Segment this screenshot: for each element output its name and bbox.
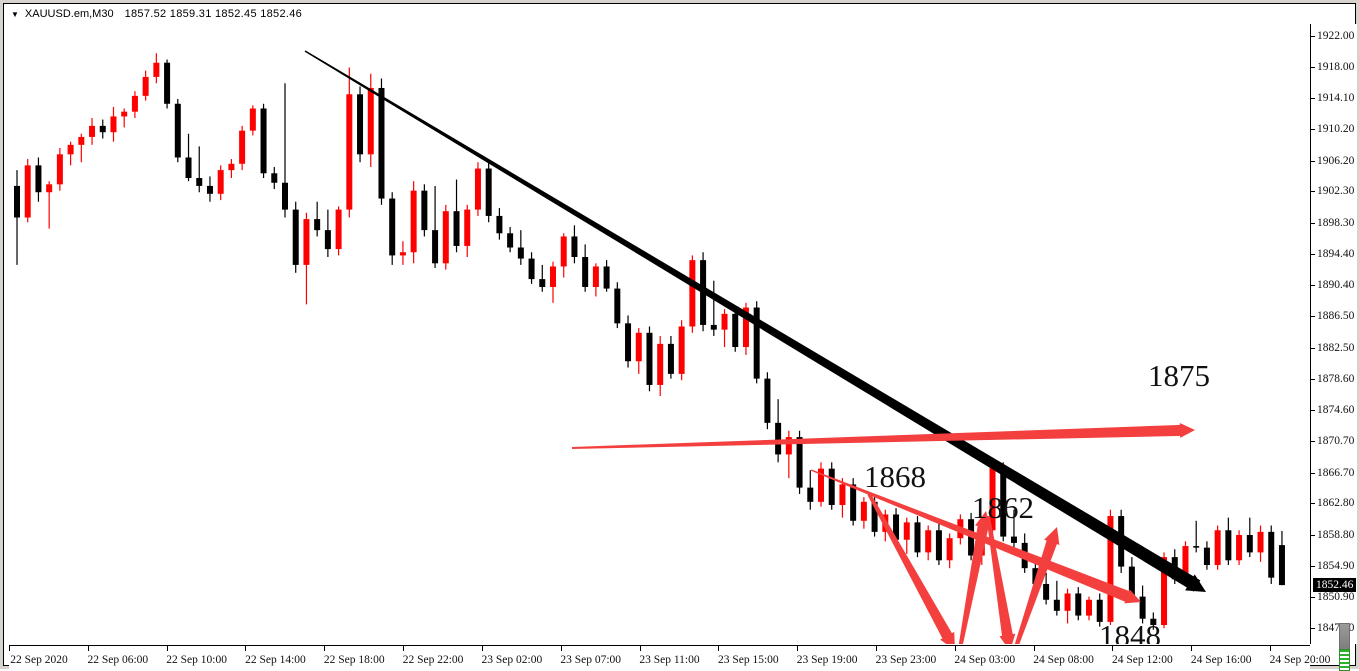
price-tick xyxy=(1311,67,1315,69)
annotation-1875: 1875 xyxy=(1148,358,1210,393)
price-tick xyxy=(1311,253,1315,255)
price-tick xyxy=(1311,160,1315,162)
chart-header: ▼ XAUUSD.em,M30 1857.52 1859.31 1852.45 … xyxy=(4,4,1355,24)
chart-frame: ▼ XAUUSD.em,M30 1857.52 1859.31 1852.45 … xyxy=(3,3,1357,671)
price-tick xyxy=(1311,441,1315,443)
price-tick xyxy=(1311,597,1315,599)
time-tick xyxy=(9,646,10,651)
time-axis-label: 24 Sep 16:00 xyxy=(1190,654,1252,666)
price-tick xyxy=(1311,223,1315,225)
price-axis[interactable]: 1922.00 1918.00 1914.10 1910.20 1906.20 1902.… xyxy=(1310,24,1357,644)
annotation-1868: 1868 xyxy=(864,459,926,494)
time-axis-label: 22 Sep 10:00 xyxy=(166,654,227,666)
time-axis-label: 22 Sep 2020 xyxy=(10,654,68,666)
annotation-1862: 1862 xyxy=(972,490,1034,525)
price-tick xyxy=(1311,410,1315,412)
time-tick xyxy=(87,646,89,651)
time-axis-label: 22 Sep 06:00 xyxy=(87,654,149,666)
price-tick xyxy=(1311,628,1315,630)
time-axis-label: 23 Sep 02:00 xyxy=(481,654,543,666)
time-axis-label: 24 Sep 03:00 xyxy=(954,654,1016,666)
time-tick xyxy=(481,646,483,651)
time-tick xyxy=(166,646,168,651)
time-tick xyxy=(1033,646,1035,651)
price-axis-label: 1902.30 xyxy=(1317,185,1355,198)
candlestick-series xyxy=(14,53,1285,630)
price-axis-label: 1862.80 xyxy=(1317,497,1355,510)
price-tick xyxy=(1311,472,1315,474)
price-tick xyxy=(1311,191,1315,193)
time-tick xyxy=(639,646,641,651)
price-tick xyxy=(1311,503,1315,505)
time-axis-label: 24 Sep 12:00 xyxy=(1112,654,1173,666)
price-scale-indicator[interactable] xyxy=(1339,649,1350,671)
current-price-label: 1852.46 xyxy=(1313,578,1357,593)
time-axis-label: 22 Sep 22:00 xyxy=(402,654,464,666)
price-axis-label: 1890.40 xyxy=(1317,279,1355,292)
price-tick xyxy=(1311,535,1315,536)
time-axis-label: 24 Sep 08:00 xyxy=(1033,654,1094,666)
annotation-1848: 1848 xyxy=(1099,618,1161,644)
price-axis-label: 1894.40 xyxy=(1317,247,1355,260)
price-axis-label: 1914.10 xyxy=(1317,92,1355,105)
price-tick xyxy=(1311,378,1315,380)
price-axis-label: 1898.30 xyxy=(1317,217,1355,230)
price-tick xyxy=(1311,347,1315,349)
time-tick xyxy=(718,646,720,651)
time-tick xyxy=(954,646,956,651)
time-axis-label: 23 Sep 19:00 xyxy=(796,654,858,666)
price-axis-label: 1854.90 xyxy=(1317,559,1355,572)
time-axis[interactable]: 22 Sep 2020 22 Sep 06:00 22 Sep 10:00 22 Se… xyxy=(9,645,1330,670)
chart-canvas xyxy=(14,50,1285,644)
time-tick xyxy=(403,646,405,651)
time-tick xyxy=(1270,646,1271,651)
ohlc-values: 1857.52 1859.31 1852.45 1852.46 xyxy=(124,8,303,20)
price-scale-scrollbar[interactable] xyxy=(1339,623,1350,651)
price-tick xyxy=(1311,316,1315,318)
time-axis-label: 23 Sep 07:00 xyxy=(560,654,622,666)
price-axis-label: 1882.50 xyxy=(1317,341,1355,354)
time-tick xyxy=(1112,646,1114,651)
price-axis-label: 1922.00 xyxy=(1317,29,1355,42)
time-axis-label: 24 Sep 20:00 xyxy=(1269,654,1331,666)
time-tick xyxy=(245,646,247,651)
price-axis-label: 1906.20 xyxy=(1317,154,1355,167)
price-axis-label: 1866.70 xyxy=(1317,466,1355,479)
price-axis-label: 1910.20 xyxy=(1317,123,1355,136)
drawing-overlays xyxy=(304,50,1206,644)
price-tick xyxy=(1311,35,1315,37)
time-axis-label: 22 Sep 18:00 xyxy=(323,654,385,666)
time-tick xyxy=(324,646,326,651)
price-axis-label: 1874.60 xyxy=(1317,404,1355,417)
price-tick xyxy=(1311,129,1315,131)
price-axis-label: 1886.50 xyxy=(1317,310,1355,323)
price-axis-label: 1870.70 xyxy=(1317,435,1355,448)
time-tick xyxy=(560,646,562,651)
price-tick xyxy=(1311,98,1315,100)
time-tick xyxy=(1191,646,1193,651)
price-axis-label: 1850.90 xyxy=(1317,591,1355,604)
time-axis-label: 22 Sep 14:00 xyxy=(245,654,306,666)
price-tick xyxy=(1311,285,1315,287)
chart-plot-area[interactable]: 1875 1868 1862 1848 xyxy=(9,24,1309,644)
time-tick xyxy=(797,646,799,651)
price-axis-label: 1918.00 xyxy=(1317,61,1355,74)
price-axis-label: 1878.60 xyxy=(1317,372,1355,385)
time-tick xyxy=(875,646,877,651)
time-axis-label: 23 Sep 23:00 xyxy=(875,654,937,666)
price-axis-label: 1858.80 xyxy=(1317,529,1355,541)
symbol-label: XAUUSD.em,M30 xyxy=(24,8,114,20)
collapse-triangle-icon[interactable]: ▼ xyxy=(11,10,19,19)
time-axis-label: 23 Sep 15:00 xyxy=(717,654,779,666)
price-tick xyxy=(1311,565,1315,567)
time-axis-label: 23 Sep 11:00 xyxy=(639,654,700,666)
